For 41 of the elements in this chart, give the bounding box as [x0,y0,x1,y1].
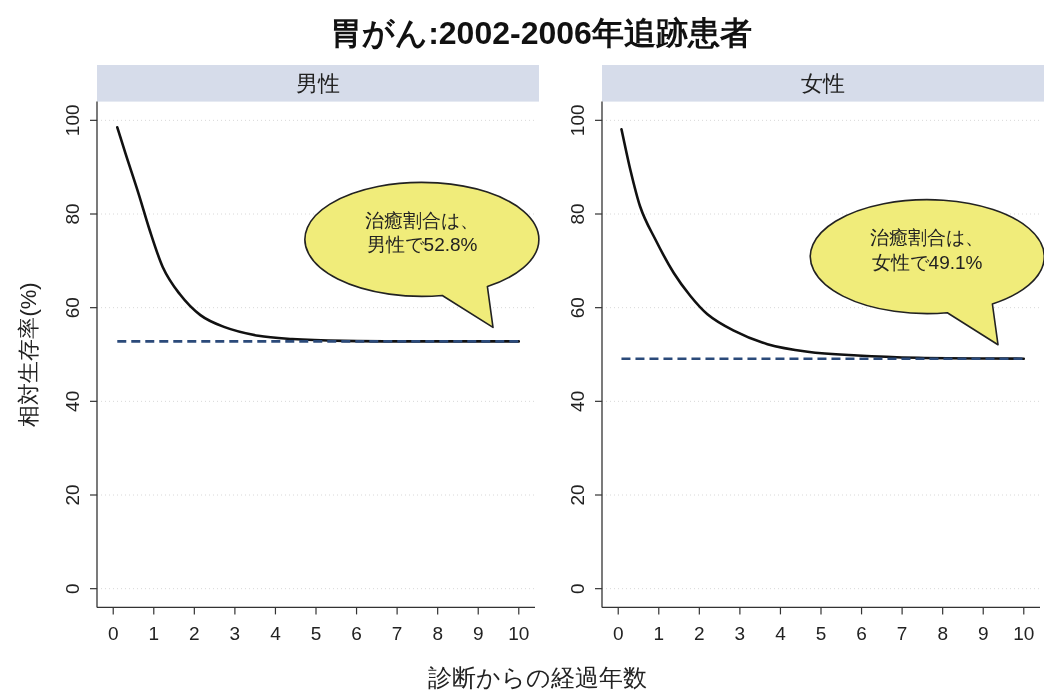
x-tick-label: 6 [856,623,867,645]
chart-title: 胃がん:2002-2006年追跡患者 [330,15,752,51]
x-tick-label: 3 [229,623,241,645]
y-tick-label: 100 [567,104,588,137]
x-tick-label: 2 [694,623,705,645]
y-tick-label: 100 [62,104,83,137]
chart-subtitle: 女性 [801,71,845,96]
x-tick-label: 2 [189,623,200,645]
y-tick-label: 60 [62,297,83,319]
x-tick-label: 7 [896,623,908,645]
y-tick-label: 20 [567,484,588,506]
x-tick-label: 9 [472,623,484,645]
x-tick-label: 7 [391,623,403,645]
x-axis-title: 診断からの経過年数 [427,664,647,691]
x-tick-label: 9 [977,623,989,645]
x-tick-label: 0 [107,623,119,645]
x-tick-label: 6 [351,623,362,645]
x-tick-label: 3 [734,623,746,645]
y-tick-label: 20 [62,484,83,506]
x-tick-label: 1 [148,623,160,645]
x-tick-label: 1 [653,623,665,645]
y-tick-label: 80 [567,203,588,225]
x-tick-label: 4 [270,623,282,645]
chart-subtitle: 男性 [296,71,340,96]
x-tick-label: 10 [508,623,530,645]
y-tick-label: 0 [62,583,83,594]
x-tick-label: 10 [1013,623,1035,645]
x-tick-label: 8 [432,623,443,645]
y-tick-label: 40 [62,390,83,412]
x-tick-label: 8 [937,623,948,645]
y-tick-label: 80 [62,203,83,225]
x-tick-label: 4 [775,623,787,645]
annotation: 治癒割合は、男性で52.8% [364,208,480,258]
x-tick-label: 0 [612,623,624,645]
y-tick-label: 40 [567,390,588,412]
y-tick-label: 0 [567,583,588,594]
y-tick-label: 60 [567,297,588,319]
y-axis-title: 相対生存率(%) [16,282,41,427]
x-tick-label: 5 [310,623,322,645]
x-tick-label: 5 [815,623,827,645]
annotation: 治癒割合は、女性で49.1% [869,226,985,275]
